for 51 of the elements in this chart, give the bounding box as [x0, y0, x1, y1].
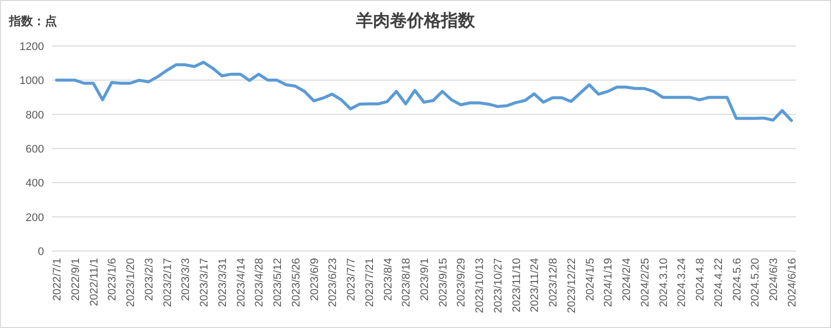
x-tick-label: 2022/7/1 [52, 258, 64, 301]
x-tick-label: 2024/6/16 [786, 258, 798, 307]
y-tick-label: 400 [26, 178, 44, 190]
x-tick-label: 2024.5.20 [750, 258, 762, 307]
x-tick-label: 2023/9/29 [456, 258, 468, 307]
x-tick-label: 2023/10/27 [492, 258, 504, 314]
x-tick-label: 2023/3/31 [216, 258, 229, 307]
x-tick-label: 2024.3.10 [658, 258, 670, 307]
x-tick-label: 2023/1/6 [106, 258, 119, 301]
x-tick-label: 2024.4.8 [694, 258, 707, 301]
x-tick-label: 2024/2/4 [621, 258, 634, 301]
x-tick-label: 2022/9/1 [70, 258, 82, 301]
x-tick-label: 2023/2/3 [143, 258, 156, 301]
x-tick-label: 2023/8/4 [382, 258, 394, 301]
x-tick-label: 2023/7/21 [364, 258, 376, 307]
y-tick-label: 800 [26, 109, 44, 122]
y-tick-label: 1200 [20, 41, 44, 53]
x-tick-label: 2024.5.6 [731, 258, 744, 301]
x-tick-label: 2023/4/14 [235, 258, 248, 307]
x-tick-label: 2023/11/10 [510, 258, 523, 312]
y-tick-label: 200 [26, 212, 44, 224]
x-tick-label: 2023/2/17 [162, 258, 174, 307]
x-tick-label: 2024/1/5 [584, 258, 596, 301]
y-tick-label: 600 [26, 144, 44, 156]
x-tick-label: 2024/1/19 [602, 258, 615, 307]
x-tick-label: 2023/12/8 [548, 258, 560, 307]
x-tick-label: 2023/4/28 [254, 258, 266, 307]
line-series [55, 60, 793, 122]
x-tick-label: 2023/11/24 [529, 258, 542, 312]
x-tick-label: 2024/6/3 [768, 258, 780, 301]
x-tick-label: 2023/6/9 [308, 258, 321, 301]
x-tick-label: 2024.4.22 [712, 258, 725, 307]
x-tick-label: 2023/8/18 [400, 258, 413, 307]
x-tick-label: 2022/11/1 [88, 258, 100, 306]
y-axis-title: 指数：点 [8, 14, 57, 28]
x-tick-label: 2023/1/20 [125, 258, 138, 307]
x-tick-label: 2023/9/1 [419, 258, 431, 301]
x-tick-label: 2023/10/13 [474, 258, 486, 314]
x-tick-label: 2023/3/17 [198, 258, 211, 307]
x-tick-label: 2023/5/12 [272, 258, 284, 307]
x-tick-label: 2024/2/25 [639, 258, 652, 307]
x-tick-label: 2023/3/3 [180, 258, 192, 301]
x-tick-label: 2023/7/7 [346, 258, 358, 301]
y-tick-label: 0 [38, 246, 44, 258]
x-tick-label: 2023/6/23 [327, 258, 340, 307]
chart-title: 羊肉卷价格指数 [355, 11, 476, 30]
y-tick-label: 1000 [20, 75, 44, 88]
x-tick-label: 2024.3.24 [676, 258, 688, 307]
x-tick-label: 2023/12/22 [566, 258, 578, 314]
x-tick-label: 2023/5/26 [290, 258, 302, 307]
x-tick-label: 2023/9/15 [437, 258, 450, 307]
